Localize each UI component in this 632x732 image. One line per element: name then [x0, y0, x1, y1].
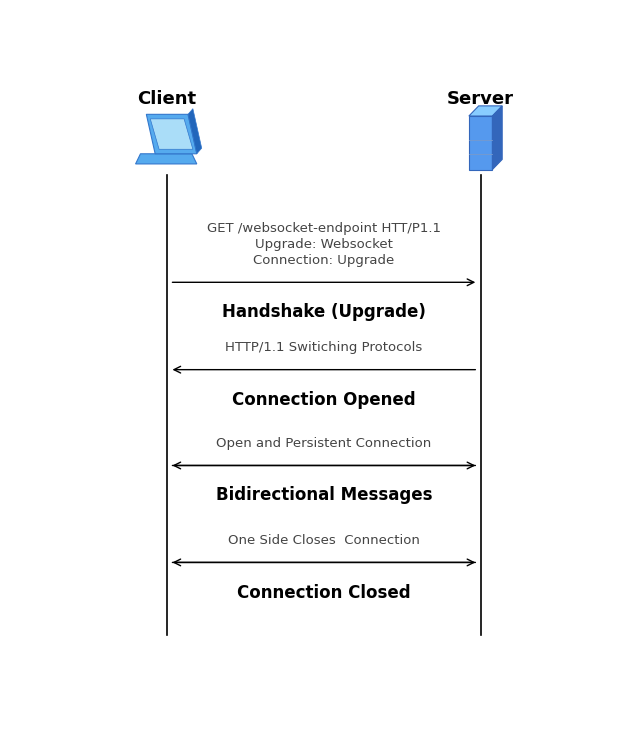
Text: GET /websocket-endpoint HTT/P1.1: GET /websocket-endpoint HTT/P1.1: [207, 222, 441, 235]
Text: Connection Closed: Connection Closed: [237, 584, 411, 602]
Text: One Side Closes  Connection: One Side Closes Connection: [228, 534, 420, 547]
Polygon shape: [492, 106, 502, 170]
Polygon shape: [469, 106, 502, 116]
Text: Server: Server: [447, 89, 514, 108]
Text: Open and Persistent Connection: Open and Persistent Connection: [216, 437, 432, 449]
Polygon shape: [147, 114, 197, 154]
Polygon shape: [150, 119, 193, 149]
Text: Handshake (Upgrade): Handshake (Upgrade): [222, 303, 426, 321]
Polygon shape: [469, 116, 492, 170]
Text: Bidirectional Messages: Bidirectional Messages: [216, 486, 432, 504]
Polygon shape: [188, 108, 202, 154]
Text: Connection: Upgrade: Connection: Upgrade: [253, 253, 394, 266]
Polygon shape: [136, 154, 197, 164]
Text: Upgrade: Websocket: Upgrade: Websocket: [255, 238, 393, 251]
Text: Connection Opened: Connection Opened: [232, 390, 416, 408]
Text: HTTP/1.1 Switiching Protocols: HTTP/1.1 Switiching Protocols: [225, 341, 423, 354]
Text: Client: Client: [138, 89, 197, 108]
